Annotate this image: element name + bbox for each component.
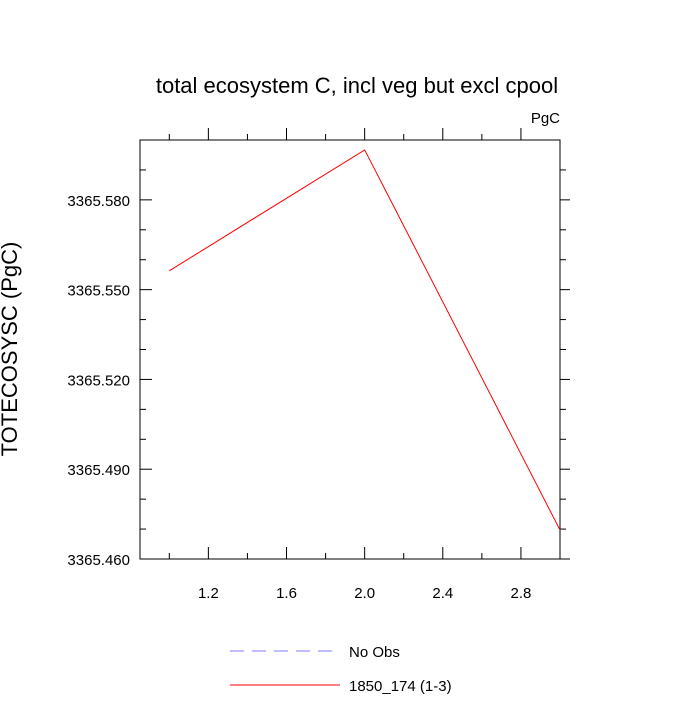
series-line (169, 149, 561, 531)
axis-ticks (140, 128, 570, 560)
y-tick-label: 3365.550 (67, 283, 130, 300)
y-tick-label: 3365.580 (67, 193, 130, 210)
x-tick-label: 2.8 (511, 585, 532, 602)
axis-tick-labels: 1.2 1.6 2.0 2.4 2.8 3365.460 3365.490 3365.520 3… (67, 193, 531, 602)
data-series (169, 149, 561, 531)
x-tick-label: 1.2 (198, 585, 219, 602)
units-label: PgC (531, 110, 560, 127)
y-axis-label: TOTECOSYSC (PgC) (0, 242, 22, 457)
y-tick-label: 3365.460 (67, 552, 130, 569)
x-tick-label: 2.4 (432, 585, 453, 602)
chart-title: total ecosystem C, incl veg but excl cpo… (156, 73, 558, 98)
legend: No Obs 1850_174 (1-3) (230, 644, 452, 695)
y-tick-label: 3365.520 (67, 372, 130, 389)
y-tick-label: 3365.490 (67, 462, 130, 479)
plot-frame (139, 139, 561, 560)
legend-label: No Obs (349, 644, 400, 661)
x-tick-label: 2.0 (354, 585, 375, 602)
legend-label: 1850_174 (1-3) (349, 678, 452, 695)
x-tick-label: 1.6 (276, 585, 297, 602)
